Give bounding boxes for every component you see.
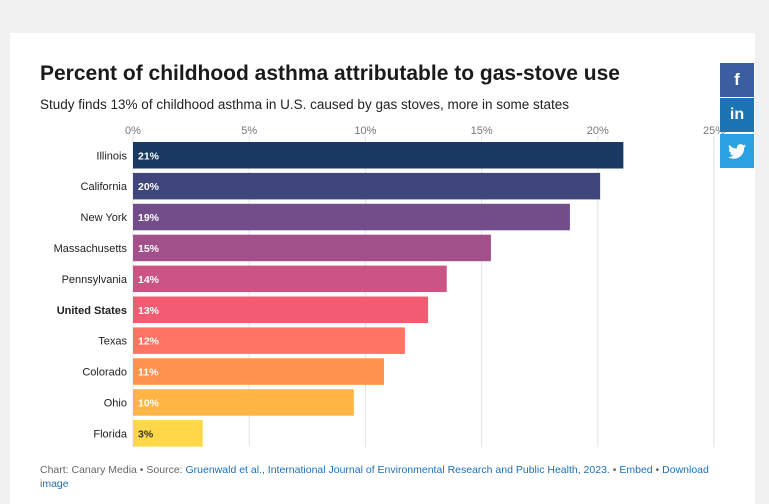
category-label: United States <box>57 305 127 317</box>
footer-separator: • <box>652 464 663 476</box>
data-label: 15% <box>138 243 160 255</box>
category-label: Ohio <box>104 397 127 409</box>
category-label: Colorado <box>82 367 127 379</box>
linkedin-share-button[interactable]: in <box>720 98 754 132</box>
x-tick-label: 10% <box>354 125 376 137</box>
linkedin-icon: in <box>729 106 745 123</box>
footer-credit: Chart: Canary Media • Source: <box>40 464 186 476</box>
category-label: Massachusetts <box>54 243 128 255</box>
chart-footer: Chart: Canary Media • Source: Gruenwald … <box>40 463 740 491</box>
bar <box>133 234 491 262</box>
x-tick-label: 0% <box>125 125 141 137</box>
footer-separator: • <box>609 464 620 476</box>
bar <box>133 327 405 354</box>
embed-link[interactable]: Embed <box>619 464 653 476</box>
x-tick-label: 20% <box>587 125 609 137</box>
bar <box>133 265 447 293</box>
chart-subtitle: Study finds 13% of childhood asthma in U… <box>40 97 570 112</box>
data-label: 14% <box>138 274 160 286</box>
download-image-link[interactable]: Download image <box>40 464 709 490</box>
data-label: 19% <box>138 212 160 224</box>
facebook-icon: f <box>734 70 740 89</box>
x-tick-label: 15% <box>471 125 493 137</box>
x-tick-label: 25% <box>703 125 725 137</box>
data-label: 11% <box>138 367 159 379</box>
data-label: 21% <box>138 150 160 162</box>
bar <box>133 358 384 385</box>
source-link[interactable]: Gruenwald et al., International Journal … <box>185 464 610 476</box>
bar <box>133 389 354 416</box>
twitter-icon <box>728 143 746 159</box>
data-label: 13% <box>138 305 160 317</box>
chart-title: Percent of childhood asthma attributable… <box>40 62 620 85</box>
bar <box>133 172 601 200</box>
facebook-share-button[interactable]: f <box>720 63 754 97</box>
data-label: 3% <box>138 428 154 440</box>
twitter-share-button[interactable] <box>720 134 754 168</box>
category-label: Illinois <box>96 150 127 162</box>
category-label: Texas <box>98 336 127 348</box>
data-label: 12% <box>138 336 160 348</box>
bar <box>133 296 429 323</box>
bar <box>133 203 570 231</box>
category-label: California <box>81 181 128 193</box>
data-label: 20% <box>138 181 160 193</box>
category-label: Florida <box>93 428 128 440</box>
category-label: Pennsylvania <box>62 274 128 286</box>
category-label: New York <box>81 212 128 224</box>
page-background <box>0 0 769 10</box>
data-label: 10% <box>138 397 160 409</box>
bar <box>133 420 203 447</box>
x-tick-label: 5% <box>241 125 257 137</box>
bar <box>133 142 624 169</box>
